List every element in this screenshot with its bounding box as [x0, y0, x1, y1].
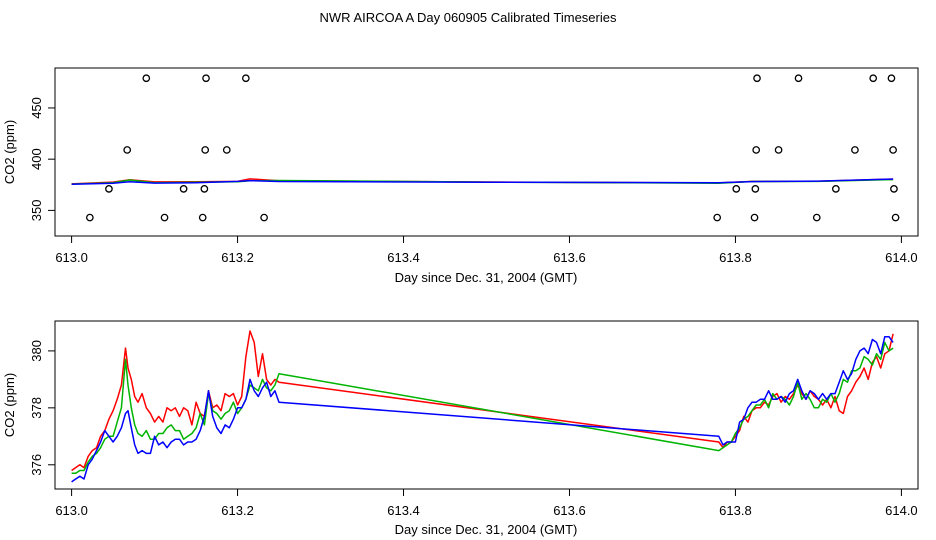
top-y-axis: 350 400 450: [29, 97, 55, 221]
calibration-point: [851, 146, 859, 154]
bottom-x-tick-label: 614.0: [885, 503, 918, 518]
bottom-y-axis-label: CO2 (ppm): [2, 373, 17, 437]
bottom-x-axis-label: Day since Dec. 31, 2004 (GMT): [395, 522, 578, 537]
top-x-tick-label: 613.8: [719, 250, 752, 265]
top-points-group: [86, 74, 900, 222]
calibration-point: [774, 146, 783, 154]
bottom-panel: 613.0 613.2 613.4 613.6 613.8 614.0 376 378 380…: [2, 320, 919, 537]
calibration-point: [831, 185, 840, 193]
bottom-y-tick-label: 376: [29, 454, 44, 476]
calibration-point: [198, 213, 207, 222]
top-panel: 613.0 613.2 613.4 613.6 613.8 614.0 350 400 450…: [2, 67, 919, 285]
bottom-y-axis: 376 378 380: [29, 340, 55, 476]
calibration-point: [179, 185, 188, 193]
top-x-tick-label: 613.4: [387, 250, 420, 265]
bottom-plot-frame: [54, 320, 919, 490]
calibration-point: [200, 185, 209, 193]
bottom-series-red: [71, 330, 894, 472]
calibration-point: [891, 213, 900, 222]
top-series-group: [71, 178, 894, 186]
top-plot-frame: [54, 67, 919, 237]
bottom-x-axis: 613.0 613.2 613.4 613.6 613.8 614.0: [55, 489, 918, 518]
calibration-point: [890, 185, 898, 193]
top-y-axis-label: CO2 (ppm): [2, 120, 17, 184]
calibration-point: [751, 185, 760, 193]
calibration-point: [86, 213, 94, 222]
top-series-blue: [71, 178, 894, 186]
calibration-point: [201, 146, 210, 154]
calibration-point: [222, 146, 231, 154]
calibration-point: [752, 146, 761, 154]
calibration-point: [160, 213, 169, 222]
calibration-point: [753, 74, 761, 83]
figure-title: NWR AIRCOA A Day 060905 Calibrated Times…: [320, 10, 617, 25]
top-x-tick-label: 613.6: [553, 250, 586, 265]
calibration-point: [732, 185, 741, 193]
top-x-tick-label: 613.2: [221, 250, 254, 265]
top-x-tick-label: 613.0: [55, 250, 88, 265]
bottom-x-tick-label: 613.8: [719, 503, 752, 518]
calibration-point: [869, 74, 878, 83]
top-y-tick-label: 350: [29, 200, 44, 222]
bottom-x-tick-label: 613.0: [55, 503, 88, 518]
calibration-point: [202, 74, 210, 83]
bottom-y-tick-label: 380: [29, 340, 44, 362]
calibration-point: [889, 146, 897, 154]
bottom-series-blue: [71, 335, 894, 483]
top-x-axis-label: Day since Dec. 31, 2004 (GMT): [395, 270, 578, 285]
calibration-point: [713, 213, 722, 222]
top-y-tick-label: 400: [29, 148, 44, 170]
top-x-axis: 613.0 613.2 613.4 613.6 613.8 614.0: [55, 236, 918, 265]
bottom-y-tick-label: 378: [29, 397, 44, 419]
bottom-x-tick-label: 613.2: [221, 503, 254, 518]
calibration-point: [887, 74, 896, 83]
calibration-point: [105, 185, 113, 193]
top-y-tick-label: 450: [29, 97, 44, 119]
calibration-point: [260, 213, 268, 222]
bottom-series-group: [71, 330, 894, 483]
calibration-point: [123, 146, 132, 154]
calibration-point: [794, 74, 803, 83]
top-x-tick-label: 614.0: [885, 250, 918, 265]
bottom-series-green: [71, 341, 894, 475]
calibration-point: [242, 74, 250, 83]
bottom-x-tick-label: 613.4: [387, 503, 420, 518]
calibration-point: [750, 213, 759, 222]
calibration-point: [812, 213, 821, 222]
calibration-point: [142, 74, 151, 83]
bottom-x-tick-label: 613.6: [553, 503, 586, 518]
